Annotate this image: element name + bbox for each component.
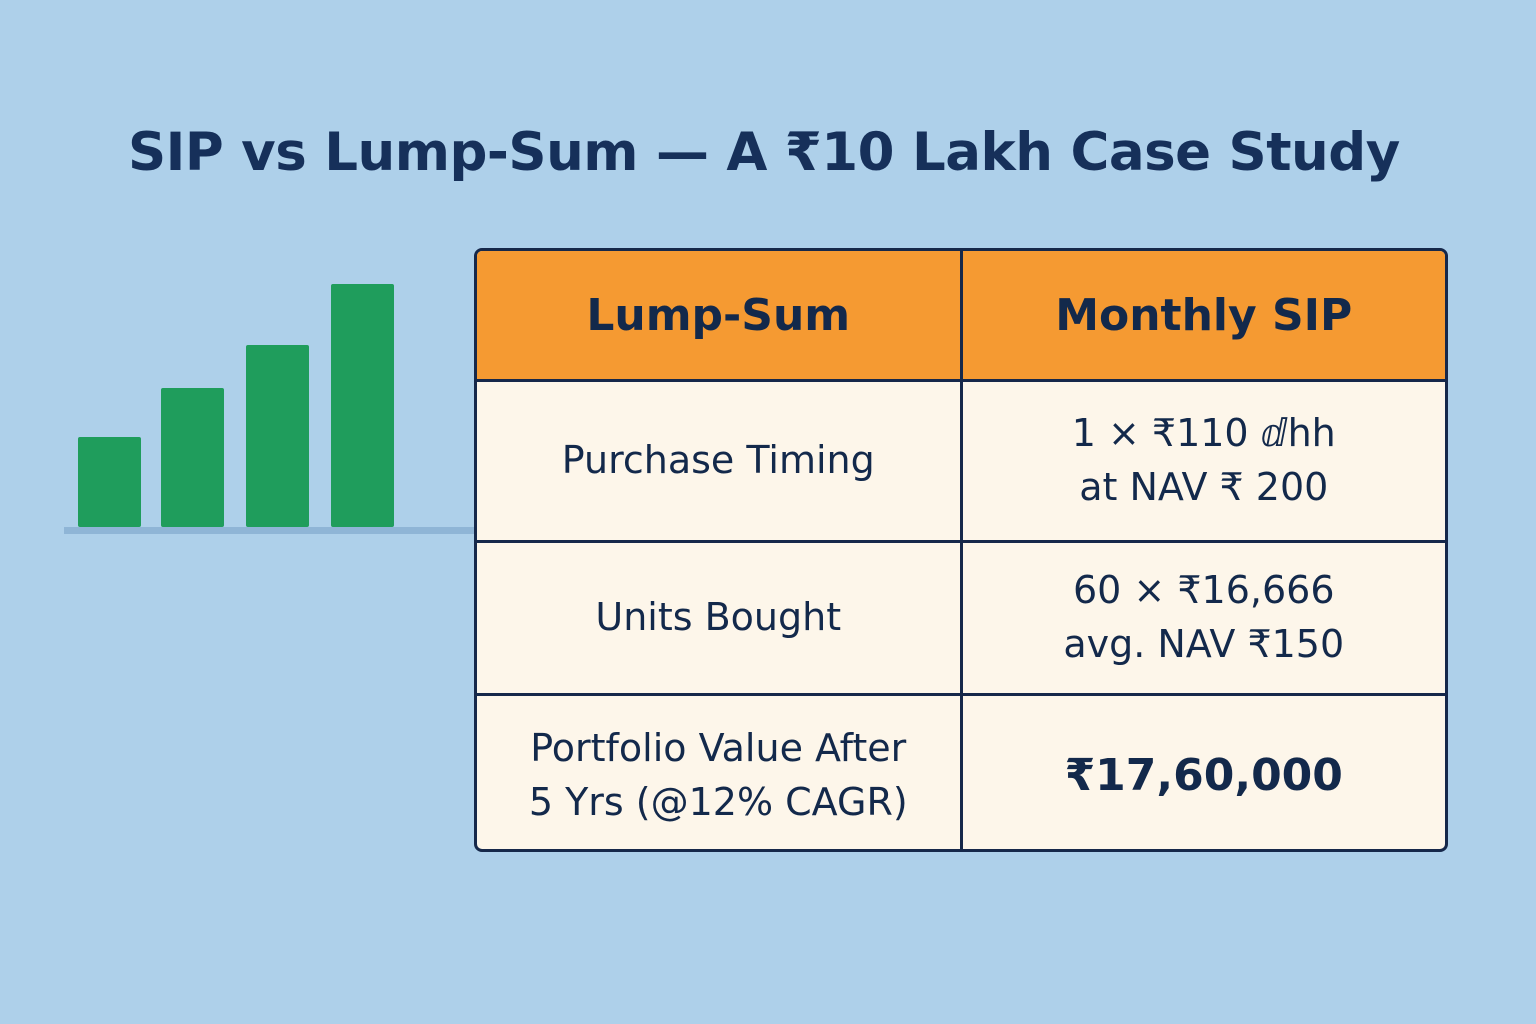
table-row: Portfolio Value After 5 Yrs (@12% CAGR) … (477, 693, 1445, 849)
growth-bar (161, 388, 224, 527)
label-line: Portfolio Value After (530, 726, 907, 771)
row-label-purchase-timing: Purchase Timing (477, 379, 963, 543)
value-line: 1 × ₹110 ⅆhh (1071, 411, 1336, 456)
table-header-row: Lump-Sum Monthly SIP (477, 251, 1445, 382)
table-row: Purchase Timing 1 × ₹110 ⅆhh at NAV ₹ 20… (477, 379, 1445, 543)
row-label-units-bought: Units Bought (477, 540, 963, 696)
value-line: 60 × ₹16,666 (1073, 568, 1335, 613)
row-value-units-bought: 60 × ₹16,666 avg. NAV ₹150 (959, 540, 1445, 696)
chart-baseline (64, 527, 474, 534)
header-lump-sum: Lump-Sum (477, 251, 963, 382)
value-line: avg. NAV ₹150 (1063, 622, 1345, 666)
label-line: 5 Yrs (@12% CAGR) (528, 780, 908, 824)
page-title: SIP vs Lump-Sum — A ₹10 Lakh Case Study (128, 122, 1400, 183)
growth-bar (246, 345, 309, 527)
table-row: Units Bought 60 × ₹16,666 avg. NAV ₹150 (477, 540, 1445, 696)
value-line: at NAV ₹ 200 (1079, 465, 1329, 509)
growth-bar (78, 437, 141, 527)
growth-bars-illustration (64, 270, 474, 540)
row-label-portfolio-value: Portfolio Value After 5 Yrs (@12% CAGR) (477, 693, 963, 849)
comparison-table: Lump-Sum Monthly SIP Purchase Timing 1 ×… (474, 248, 1448, 852)
row-value-portfolio-value: ₹17,60,000 (959, 693, 1445, 849)
header-monthly-sip: Monthly SIP (959, 251, 1445, 382)
row-value-purchase-timing: 1 × ₹110 ⅆhh at NAV ₹ 200 (959, 379, 1445, 543)
growth-bar (331, 284, 394, 527)
